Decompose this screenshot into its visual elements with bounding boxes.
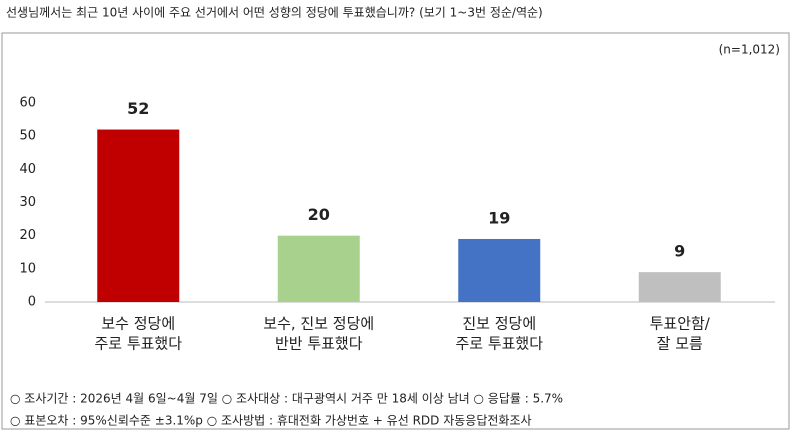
footnote: ○ 표본오차 : 95%신뢰수준 ±3.1%p ○ 조사방법 : 휴대전화 가상… [10,414,532,428]
x-tick-label: 투표안함/ [650,315,711,333]
y-tick-label: 30 [19,195,36,210]
bar [458,238,541,302]
y-tick-label: 50 [19,129,36,144]
value-label: 20 [308,205,330,224]
value-label: 19 [488,208,510,227]
value-label: 9 [674,242,685,261]
x-tick-label: 진보 정당에 [462,315,536,333]
y-tick-label: 60 [19,96,36,111]
x-tick-label: 보수, 진보 정당에 [263,315,374,333]
x-tick-label: 보수 정당에 [101,315,175,333]
x-tick-label: 주로 투표했다 [94,335,182,353]
y-tick-label: 10 [19,261,36,276]
y-tick-label: 40 [19,162,36,177]
y-tick-label: 20 [19,228,36,243]
bar [277,235,360,302]
chart-title: 선생님께서는 최근 10년 사이에 주요 선거에서 어떤 성향의 정당에 투표했… [6,6,543,20]
bar [638,272,721,302]
y-tick-label: 0 [28,295,36,310]
x-tick-label: 반반 투표했다 [275,335,363,353]
frame [1,32,790,430]
bar [97,129,180,302]
x-tick-label: 주로 투표했다 [455,335,543,353]
footnote: ○ 조사기간 : 2026년 4월 6일~4월 7일 ○ 조사대상 : 대구광역… [10,392,563,406]
x-tick-label: 잘 모름 [657,335,703,353]
note: (n=1,012) [719,43,780,57]
value-label: 52 [127,99,149,118]
